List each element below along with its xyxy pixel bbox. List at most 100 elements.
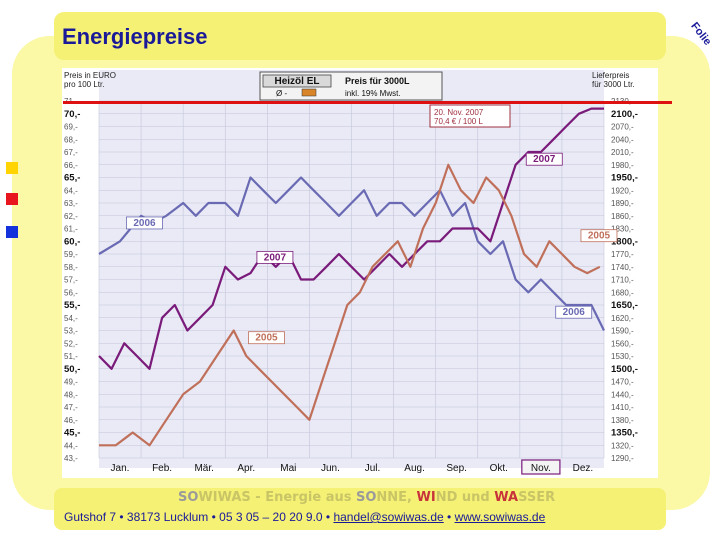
month-tick-label: Mai	[280, 463, 296, 474]
series-label-box	[256, 250, 294, 264]
chart-subtitle-vat: inkl. 19% Mwst.	[345, 89, 401, 98]
left-tick-label: 63,-	[64, 199, 78, 208]
series-label-2005: 2005	[255, 333, 278, 344]
right-tick-label: 1590,-	[611, 327, 634, 336]
month-tick-labels: Jan. Feb. Mär. Apr. Mai Jun. Jul. Aug. Sep. Okt. N…	[111, 459, 594, 475]
right-tick-label: 1560,-	[611, 339, 634, 348]
slogan: SOWIWAS - Energie aus SONNE, WIND und WA…	[178, 490, 555, 505]
highlight-line	[63, 101, 672, 104]
bullet-square-red	[6, 193, 18, 205]
right-tick-label: 1830,-	[611, 225, 634, 234]
right-tick-label: 2010,-	[611, 148, 634, 157]
left-tick-label: 47,-	[64, 403, 78, 412]
right-tick-labels: 1290,- 1320,- 1350,- 1380,- 1410,- 1440,- 1470…	[611, 97, 638, 463]
series-label-box	[580, 229, 618, 243]
address-text: Gutshof 7 • 38173 Lucklum • 05 3 05 – 20…	[64, 510, 334, 524]
slide-title: Energiepreise	[62, 24, 208, 49]
month-tick-label: Jan.	[111, 463, 130, 474]
left-axis-title-line: pro 100 Ltr.	[64, 80, 104, 89]
left-tick-label: 69,-	[64, 123, 78, 132]
series-line-2006	[98, 176, 605, 331]
right-tick-label: 1650,-	[611, 300, 638, 311]
left-tick-label: 59,-	[64, 250, 78, 259]
month-tick-label: Jun.	[321, 463, 340, 474]
right-tick-label: 1980,-	[611, 161, 634, 170]
series-label-2006: 2006	[133, 218, 156, 229]
left-axis-title-line: Preis in EURO	[64, 71, 116, 80]
series-label-2007: 2007	[533, 154, 556, 165]
left-tick-label: 56,-	[64, 288, 78, 297]
right-tick-label: 1710,-	[611, 276, 634, 285]
series-label-box	[525, 152, 563, 166]
left-tick-label: 68,-	[64, 135, 78, 144]
right-tick-label: 1380,-	[611, 416, 634, 425]
left-tick-label: 45,-	[64, 428, 80, 439]
slogan-part: SSER	[518, 490, 556, 505]
slogan-part: WA	[494, 490, 519, 505]
right-tick-label: 2040,-	[611, 135, 634, 144]
left-tick-label: 70,-	[64, 109, 80, 120]
right-tick-label: 1500,-	[611, 364, 638, 375]
right-axis-title-line: Lieferpreis	[592, 71, 629, 80]
annotation-value: 70,4 € / 100 L	[434, 117, 483, 126]
separator: •	[443, 510, 455, 524]
left-tick-label: 55,-	[64, 300, 80, 311]
right-tick-label: 1350,-	[611, 428, 638, 439]
series-label-2005: 2005	[588, 231, 611, 242]
footer-bar	[54, 488, 666, 530]
right-tick-label: 1740,-	[611, 263, 634, 272]
month-tick-label: Sep.	[446, 463, 467, 474]
series-line-2005	[99, 163, 601, 447]
month-tick-label: Jul.	[365, 463, 381, 474]
chart-subtitle-avg: Ø -	[276, 89, 287, 98]
left-tick-labels: 43,- 44,- 45,- 46,- 47,- 48,- 49,- 50,- 51,- 52,-…	[64, 97, 80, 463]
right-tick-label: 1920,-	[611, 186, 634, 195]
bullet-square-yellow	[6, 162, 18, 174]
left-tick-label: 50,-	[64, 364, 80, 375]
left-tick-label: 48,-	[64, 390, 78, 399]
right-tick-label: 1290,-	[611, 454, 634, 463]
left-tick-label: 52,-	[64, 339, 78, 348]
month-tick-label: Dez.	[573, 463, 594, 474]
right-tick-label: 1410,-	[611, 403, 634, 412]
month-tick-label: Feb.	[152, 463, 172, 474]
series-label-box	[555, 305, 593, 319]
left-tick-label: 64,-	[64, 186, 78, 195]
right-tick-label: 1680,-	[611, 288, 634, 297]
right-tick-label: 1320,-	[611, 441, 634, 450]
left-tick-label: 43,-	[64, 454, 78, 463]
right-tick-label: 1890,-	[611, 199, 634, 208]
right-tick-label: 1800,-	[611, 236, 638, 247]
left-tick-label: 65,-	[64, 173, 80, 184]
series-label-2007: 2007	[264, 252, 287, 263]
right-tick-label: 1770,-	[611, 250, 634, 259]
right-tick-label: 1530,-	[611, 352, 634, 361]
left-tick-label: 66,-	[64, 161, 78, 170]
left-tick-label: 51,-	[64, 352, 78, 361]
right-tick-label: 1620,-	[611, 314, 634, 323]
chart-grid	[98, 100, 605, 459]
right-tick-label: 2070,-	[611, 123, 634, 132]
bullet-square-blue	[6, 226, 18, 238]
price-annotation: 20. Nov. 2007 70,4 € / 100 L	[429, 104, 511, 128]
title-bar	[54, 12, 666, 60]
right-tick-label: 1950,-	[611, 173, 638, 184]
footer-address: Gutshof 7 • 38173 Lucklum • 05 3 05 – 20…	[64, 510, 545, 524]
left-tick-label: 44,-	[64, 441, 78, 450]
chart-subtitle-price: Preis für 3000L	[345, 76, 410, 86]
month-tick-label: Nov.	[531, 463, 551, 474]
left-tick-label: 53,-	[64, 327, 78, 336]
email-link[interactable]: handel@sowiwas.de	[333, 510, 444, 524]
left-tick-label: 58,-	[64, 263, 78, 272]
highlighted-month-box	[521, 459, 561, 475]
series-label-2006: 2006	[563, 307, 586, 318]
annotation-date: 20. Nov. 2007	[434, 108, 484, 117]
website-link[interactable]: www.sowiwas.de	[454, 510, 546, 524]
left-tick-label: 57,-	[64, 276, 78, 285]
series-line-2007	[98, 107, 604, 370]
month-tick-label: Aug.	[404, 463, 425, 474]
right-tick-label: 2100,-	[611, 109, 638, 120]
